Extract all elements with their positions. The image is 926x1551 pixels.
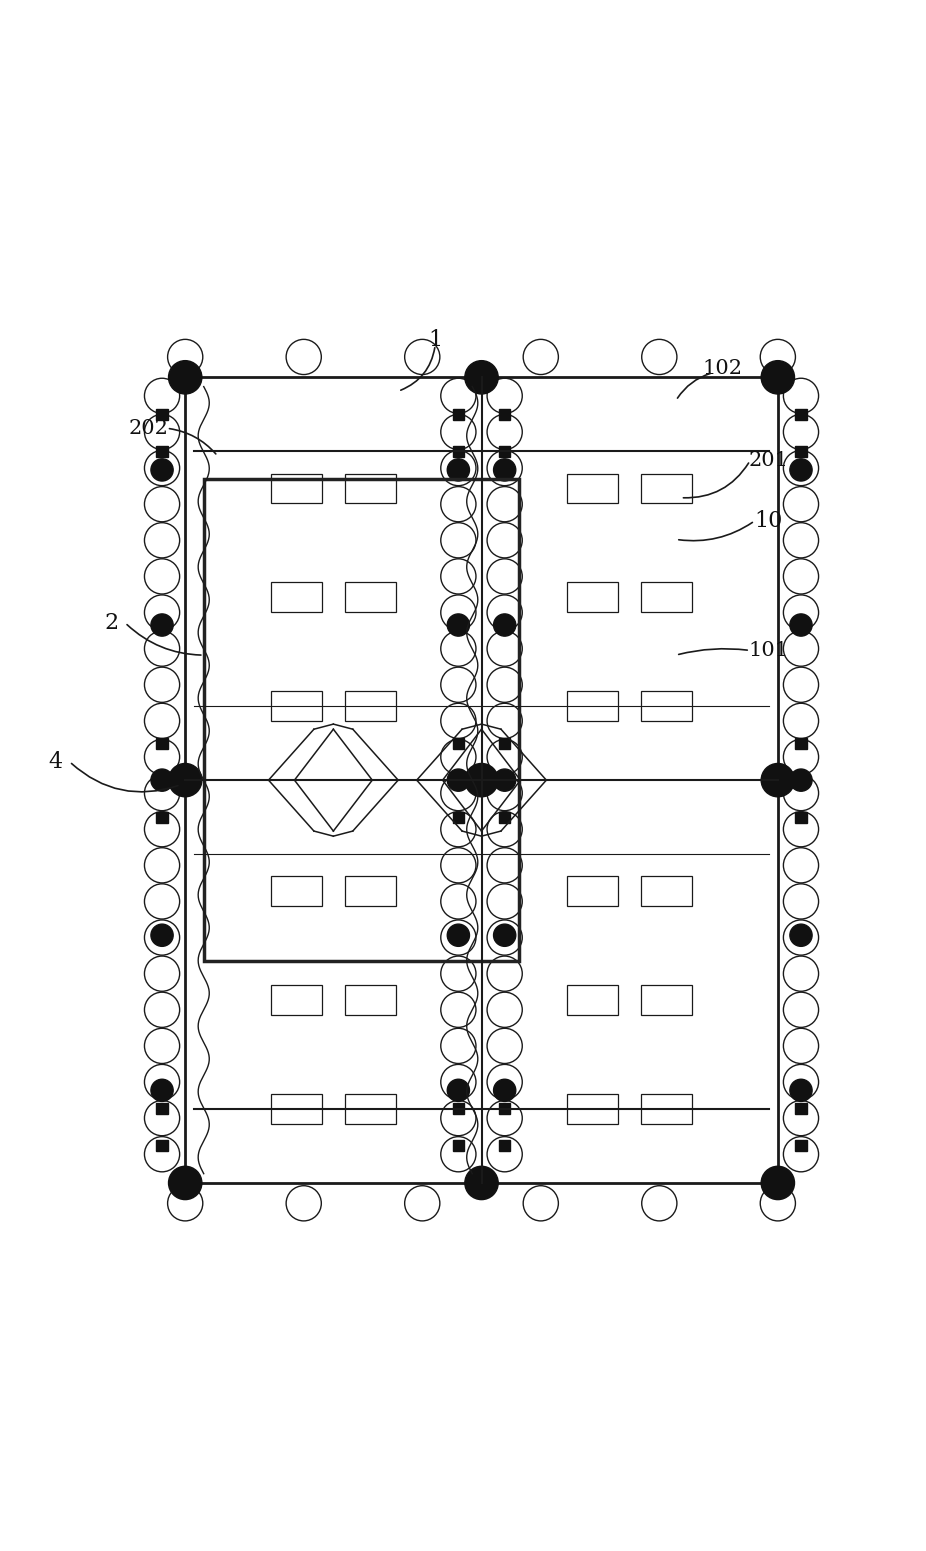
Bar xyxy=(156,811,168,822)
Bar xyxy=(270,1093,322,1123)
Bar xyxy=(795,409,807,420)
Bar xyxy=(156,1103,168,1115)
Bar xyxy=(499,409,510,420)
Circle shape xyxy=(465,763,498,797)
Bar xyxy=(156,738,168,749)
Bar xyxy=(641,473,693,503)
Bar xyxy=(499,1103,510,1115)
Circle shape xyxy=(169,763,202,797)
Circle shape xyxy=(494,769,516,791)
Circle shape xyxy=(761,1166,795,1199)
Circle shape xyxy=(447,924,469,946)
Bar xyxy=(270,473,322,503)
Circle shape xyxy=(169,361,202,394)
Bar xyxy=(641,583,693,613)
Bar xyxy=(453,445,464,458)
Circle shape xyxy=(151,769,173,791)
Text: 1: 1 xyxy=(428,329,443,351)
Circle shape xyxy=(761,763,795,797)
Bar xyxy=(453,811,464,822)
Bar xyxy=(185,377,778,1183)
Circle shape xyxy=(494,1079,516,1101)
Circle shape xyxy=(494,614,516,636)
Bar xyxy=(795,738,807,749)
Circle shape xyxy=(790,769,812,791)
Bar xyxy=(567,985,619,1014)
Circle shape xyxy=(790,924,812,946)
Bar xyxy=(270,692,322,721)
Bar xyxy=(453,1140,464,1151)
Circle shape xyxy=(151,1079,173,1101)
Bar xyxy=(156,1140,168,1151)
Circle shape xyxy=(494,924,516,946)
Bar xyxy=(641,692,693,721)
Circle shape xyxy=(447,614,469,636)
Circle shape xyxy=(447,769,469,791)
Bar xyxy=(641,876,693,906)
Bar xyxy=(344,985,396,1014)
Bar xyxy=(641,985,693,1014)
Bar xyxy=(499,445,510,458)
Circle shape xyxy=(447,1079,469,1101)
Bar xyxy=(156,445,168,458)
Circle shape xyxy=(494,459,516,481)
Bar xyxy=(270,876,322,906)
Text: 2: 2 xyxy=(104,611,119,634)
Text: 101: 101 xyxy=(748,641,789,661)
Bar xyxy=(567,473,619,503)
Bar xyxy=(567,876,619,906)
Text: 202: 202 xyxy=(128,419,169,437)
Bar xyxy=(270,583,322,613)
Circle shape xyxy=(447,459,469,481)
Bar xyxy=(567,583,619,613)
Bar xyxy=(156,409,168,420)
Text: 4: 4 xyxy=(48,751,63,772)
Text: 10: 10 xyxy=(755,510,782,532)
Circle shape xyxy=(151,614,173,636)
Bar xyxy=(344,876,396,906)
Circle shape xyxy=(465,1166,498,1199)
Bar xyxy=(453,409,464,420)
Bar xyxy=(344,1093,396,1123)
Bar xyxy=(641,1093,693,1123)
Text: 201: 201 xyxy=(748,451,789,470)
Bar xyxy=(795,1140,807,1151)
Bar xyxy=(499,811,510,822)
Circle shape xyxy=(151,924,173,946)
Circle shape xyxy=(790,1079,812,1101)
Bar xyxy=(499,738,510,749)
Bar xyxy=(453,1103,464,1115)
Circle shape xyxy=(790,614,812,636)
Circle shape xyxy=(151,459,173,481)
Circle shape xyxy=(761,361,795,394)
Circle shape xyxy=(169,1166,202,1199)
Bar xyxy=(567,692,619,721)
Text: 102: 102 xyxy=(702,358,743,377)
Bar xyxy=(344,473,396,503)
Bar xyxy=(499,1140,510,1151)
Circle shape xyxy=(790,459,812,481)
Bar xyxy=(344,583,396,613)
Bar xyxy=(204,479,519,960)
Circle shape xyxy=(465,361,498,394)
Bar xyxy=(344,692,396,721)
Bar xyxy=(795,445,807,458)
Bar xyxy=(270,985,322,1014)
Bar xyxy=(453,738,464,749)
Bar xyxy=(795,1103,807,1115)
Bar xyxy=(567,1093,619,1123)
Bar xyxy=(795,811,807,822)
